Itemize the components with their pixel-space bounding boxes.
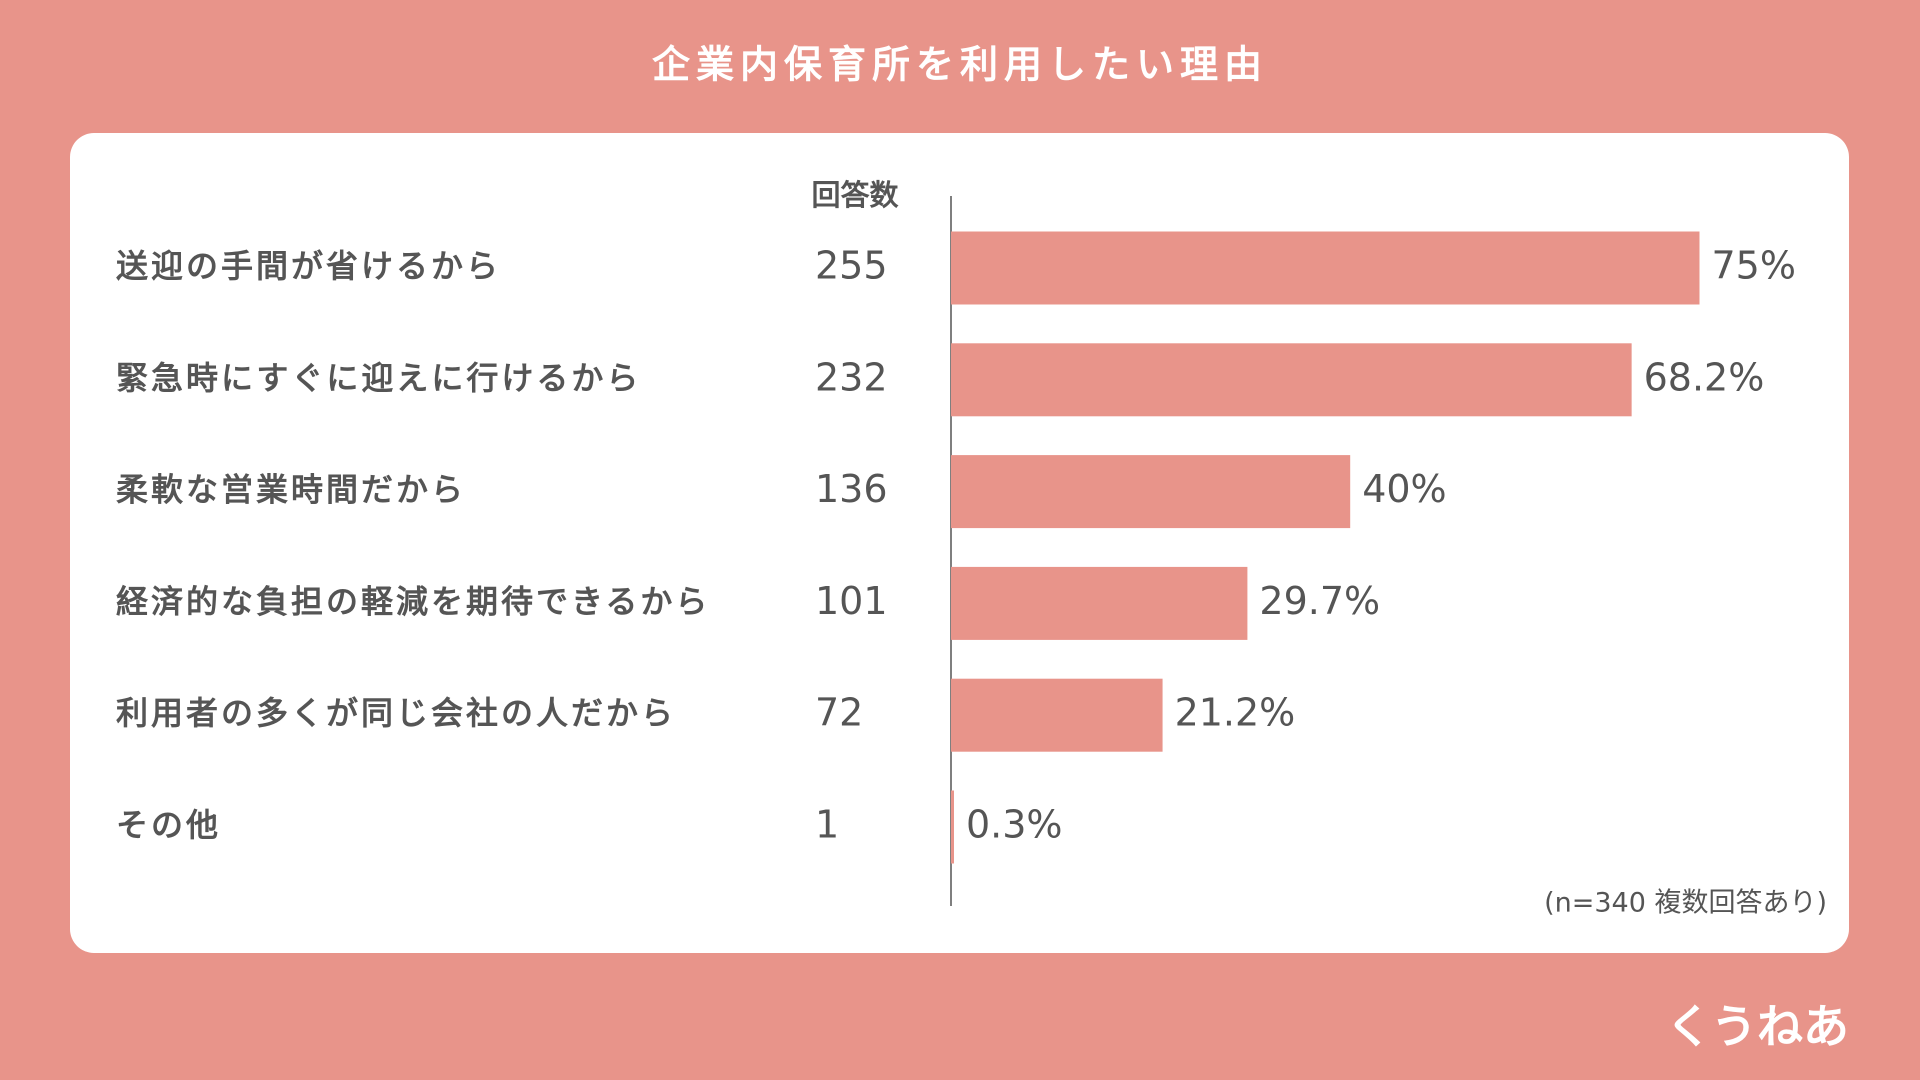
value-label: 0.3% (966, 803, 1063, 847)
count-label: 255 (815, 244, 888, 288)
bar (951, 455, 1351, 529)
brand-logo: くうねあ (1666, 1000, 1849, 1054)
value-label: 21.2% (1175, 691, 1296, 735)
note: (n=340 複数回答あり) (1544, 888, 1827, 919)
category-label: 送迎の手間が省けるから (116, 247, 501, 285)
bar (951, 343, 1632, 417)
count-header: 回答数 (811, 178, 899, 212)
count-label: 101 (815, 579, 888, 623)
count-label: 232 (815, 355, 888, 399)
count-label: 72 (815, 691, 863, 735)
value-label: 29.7% (1259, 579, 1380, 623)
category-label: 経済的な負担の軽減を期待できるから (116, 582, 710, 620)
category-label: 緊急時にすぐに迎えに行けるから (116, 359, 641, 397)
category-label: その他 (116, 806, 221, 844)
card (70, 133, 1849, 953)
count-label: 1 (815, 803, 839, 847)
value-label: 68.2% (1644, 355, 1765, 399)
count-label: 136 (815, 467, 888, 511)
bar (951, 790, 954, 864)
value-label: 40% (1362, 467, 1446, 511)
category-label: 柔軟な営業時間だから (116, 471, 466, 509)
category-label: 利用者の多くが同じ会社の人だから (116, 694, 676, 732)
bar (951, 678, 1163, 752)
chart-title: 企業内保育所を利用したい理由 (652, 43, 1268, 87)
value-label: 75% (1712, 244, 1796, 288)
bar (951, 566, 1248, 640)
bar (951, 231, 1700, 305)
